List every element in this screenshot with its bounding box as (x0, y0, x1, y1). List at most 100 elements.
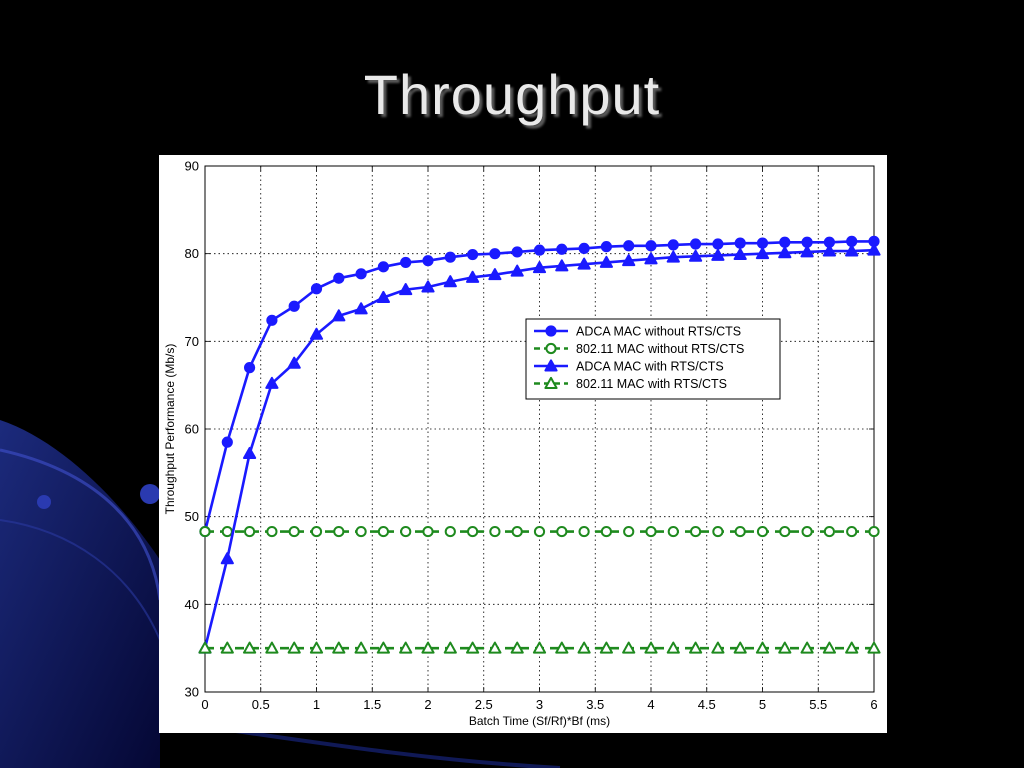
y-tick-label: 90 (185, 159, 199, 174)
data-point (288, 300, 300, 312)
data-point (444, 525, 456, 538)
data-point (243, 446, 257, 460)
data-point (355, 268, 367, 280)
data-point (623, 525, 635, 538)
data-point (399, 641, 413, 654)
data-point (265, 641, 279, 654)
y-tick-label: 70 (185, 334, 199, 349)
data-point (845, 641, 859, 654)
data-point (310, 525, 323, 538)
data-point (198, 641, 212, 654)
chart-legend: ADCA MAC without RTS/CTS 802.11 MAC witho… (525, 318, 781, 400)
legend-swatch-marker (544, 376, 558, 389)
x-tick-label: 5.5 (809, 697, 827, 712)
data-point (399, 283, 413, 296)
data-point (400, 256, 412, 269)
x-tick-label: 1.5 (363, 697, 381, 712)
data-point (244, 362, 256, 374)
data-point (599, 641, 613, 654)
data-point (377, 261, 389, 273)
y-tick-label: 50 (185, 509, 199, 524)
data-point (578, 525, 590, 538)
data-point (309, 327, 324, 340)
data-point (644, 641, 658, 654)
data-point (288, 525, 300, 538)
x-tick-label: 1 (313, 697, 320, 712)
data-point (377, 525, 389, 538)
x-tick-label: 0 (201, 697, 208, 712)
data-point (801, 525, 813, 538)
legend-label: 802.11 MAC without RTS/CTS (576, 342, 744, 356)
data-point (376, 641, 390, 654)
series-3 (198, 243, 881, 654)
y-tick-label: 40 (185, 597, 199, 612)
data-point (287, 641, 301, 654)
data-point (868, 525, 880, 538)
data-point (332, 309, 346, 322)
data-point (444, 251, 456, 263)
legend-swatch-marker (545, 325, 557, 337)
data-point (332, 641, 346, 654)
data-point (645, 240, 657, 252)
data-point (689, 249, 703, 262)
data-point (466, 641, 480, 654)
x-tick-label: 0.5 (252, 697, 270, 712)
data-point (443, 641, 457, 654)
legend-swatch-marker (545, 342, 557, 355)
data-point (354, 302, 368, 315)
data-point (422, 525, 434, 538)
y-tick-label: 60 (185, 422, 199, 437)
legend-label: ADCA MAC without RTS/CTS (576, 325, 741, 339)
data-point (734, 525, 746, 538)
data-point (466, 270, 480, 283)
data-point (667, 525, 679, 538)
data-point (467, 525, 479, 538)
x-tick-label: 5 (759, 697, 766, 712)
data-point (488, 641, 502, 654)
legend-swatch-marker (544, 359, 558, 372)
y-axis-label: Throughput Performance (Mb/s) (163, 344, 177, 515)
x-tick-label: 4 (647, 697, 654, 712)
data-point (711, 248, 725, 261)
data-point (354, 641, 368, 654)
data-point (822, 244, 836, 257)
x-tick-label: 6 (870, 697, 877, 712)
x-tick-label: 2.5 (475, 697, 493, 712)
legend-box (525, 318, 781, 400)
chart-panel: 0 0.5 1 1.5 2 2.5 3 3.5 4 4.5 5 5.5 6 30 40 50 60 70 80 90 … (159, 155, 887, 733)
series-2 (199, 525, 880, 538)
data-point (532, 261, 547, 274)
data-point (690, 525, 702, 538)
data-point (734, 237, 746, 249)
data-point (422, 255, 434, 267)
data-point (623, 240, 635, 252)
data-point (221, 436, 233, 448)
data-point (555, 641, 569, 654)
data-point (599, 255, 613, 268)
data-point (733, 641, 747, 654)
data-point (555, 259, 569, 272)
series-4 (198, 641, 881, 654)
series-1 (199, 235, 880, 538)
data-point (622, 641, 636, 654)
data-point (600, 241, 612, 253)
data-point (243, 641, 257, 654)
data-point (376, 290, 390, 303)
series-line (203, 248, 875, 649)
data-point (421, 280, 435, 293)
x-tick-label: 3.5 (586, 697, 604, 712)
data-point (556, 243, 568, 255)
data-point (355, 525, 367, 538)
data-point (867, 243, 881, 256)
data-point (221, 525, 233, 538)
data-point (510, 264, 524, 277)
data-point (690, 238, 702, 250)
data-point (779, 525, 791, 538)
data-point (489, 248, 501, 260)
x-axis-label: Batch Time (Sf/Rf)*Bf (ms) (469, 714, 610, 728)
data-point (333, 525, 345, 538)
data-point (310, 283, 323, 295)
data-point (309, 641, 324, 654)
data-point (755, 641, 770, 654)
data-point (287, 356, 301, 369)
